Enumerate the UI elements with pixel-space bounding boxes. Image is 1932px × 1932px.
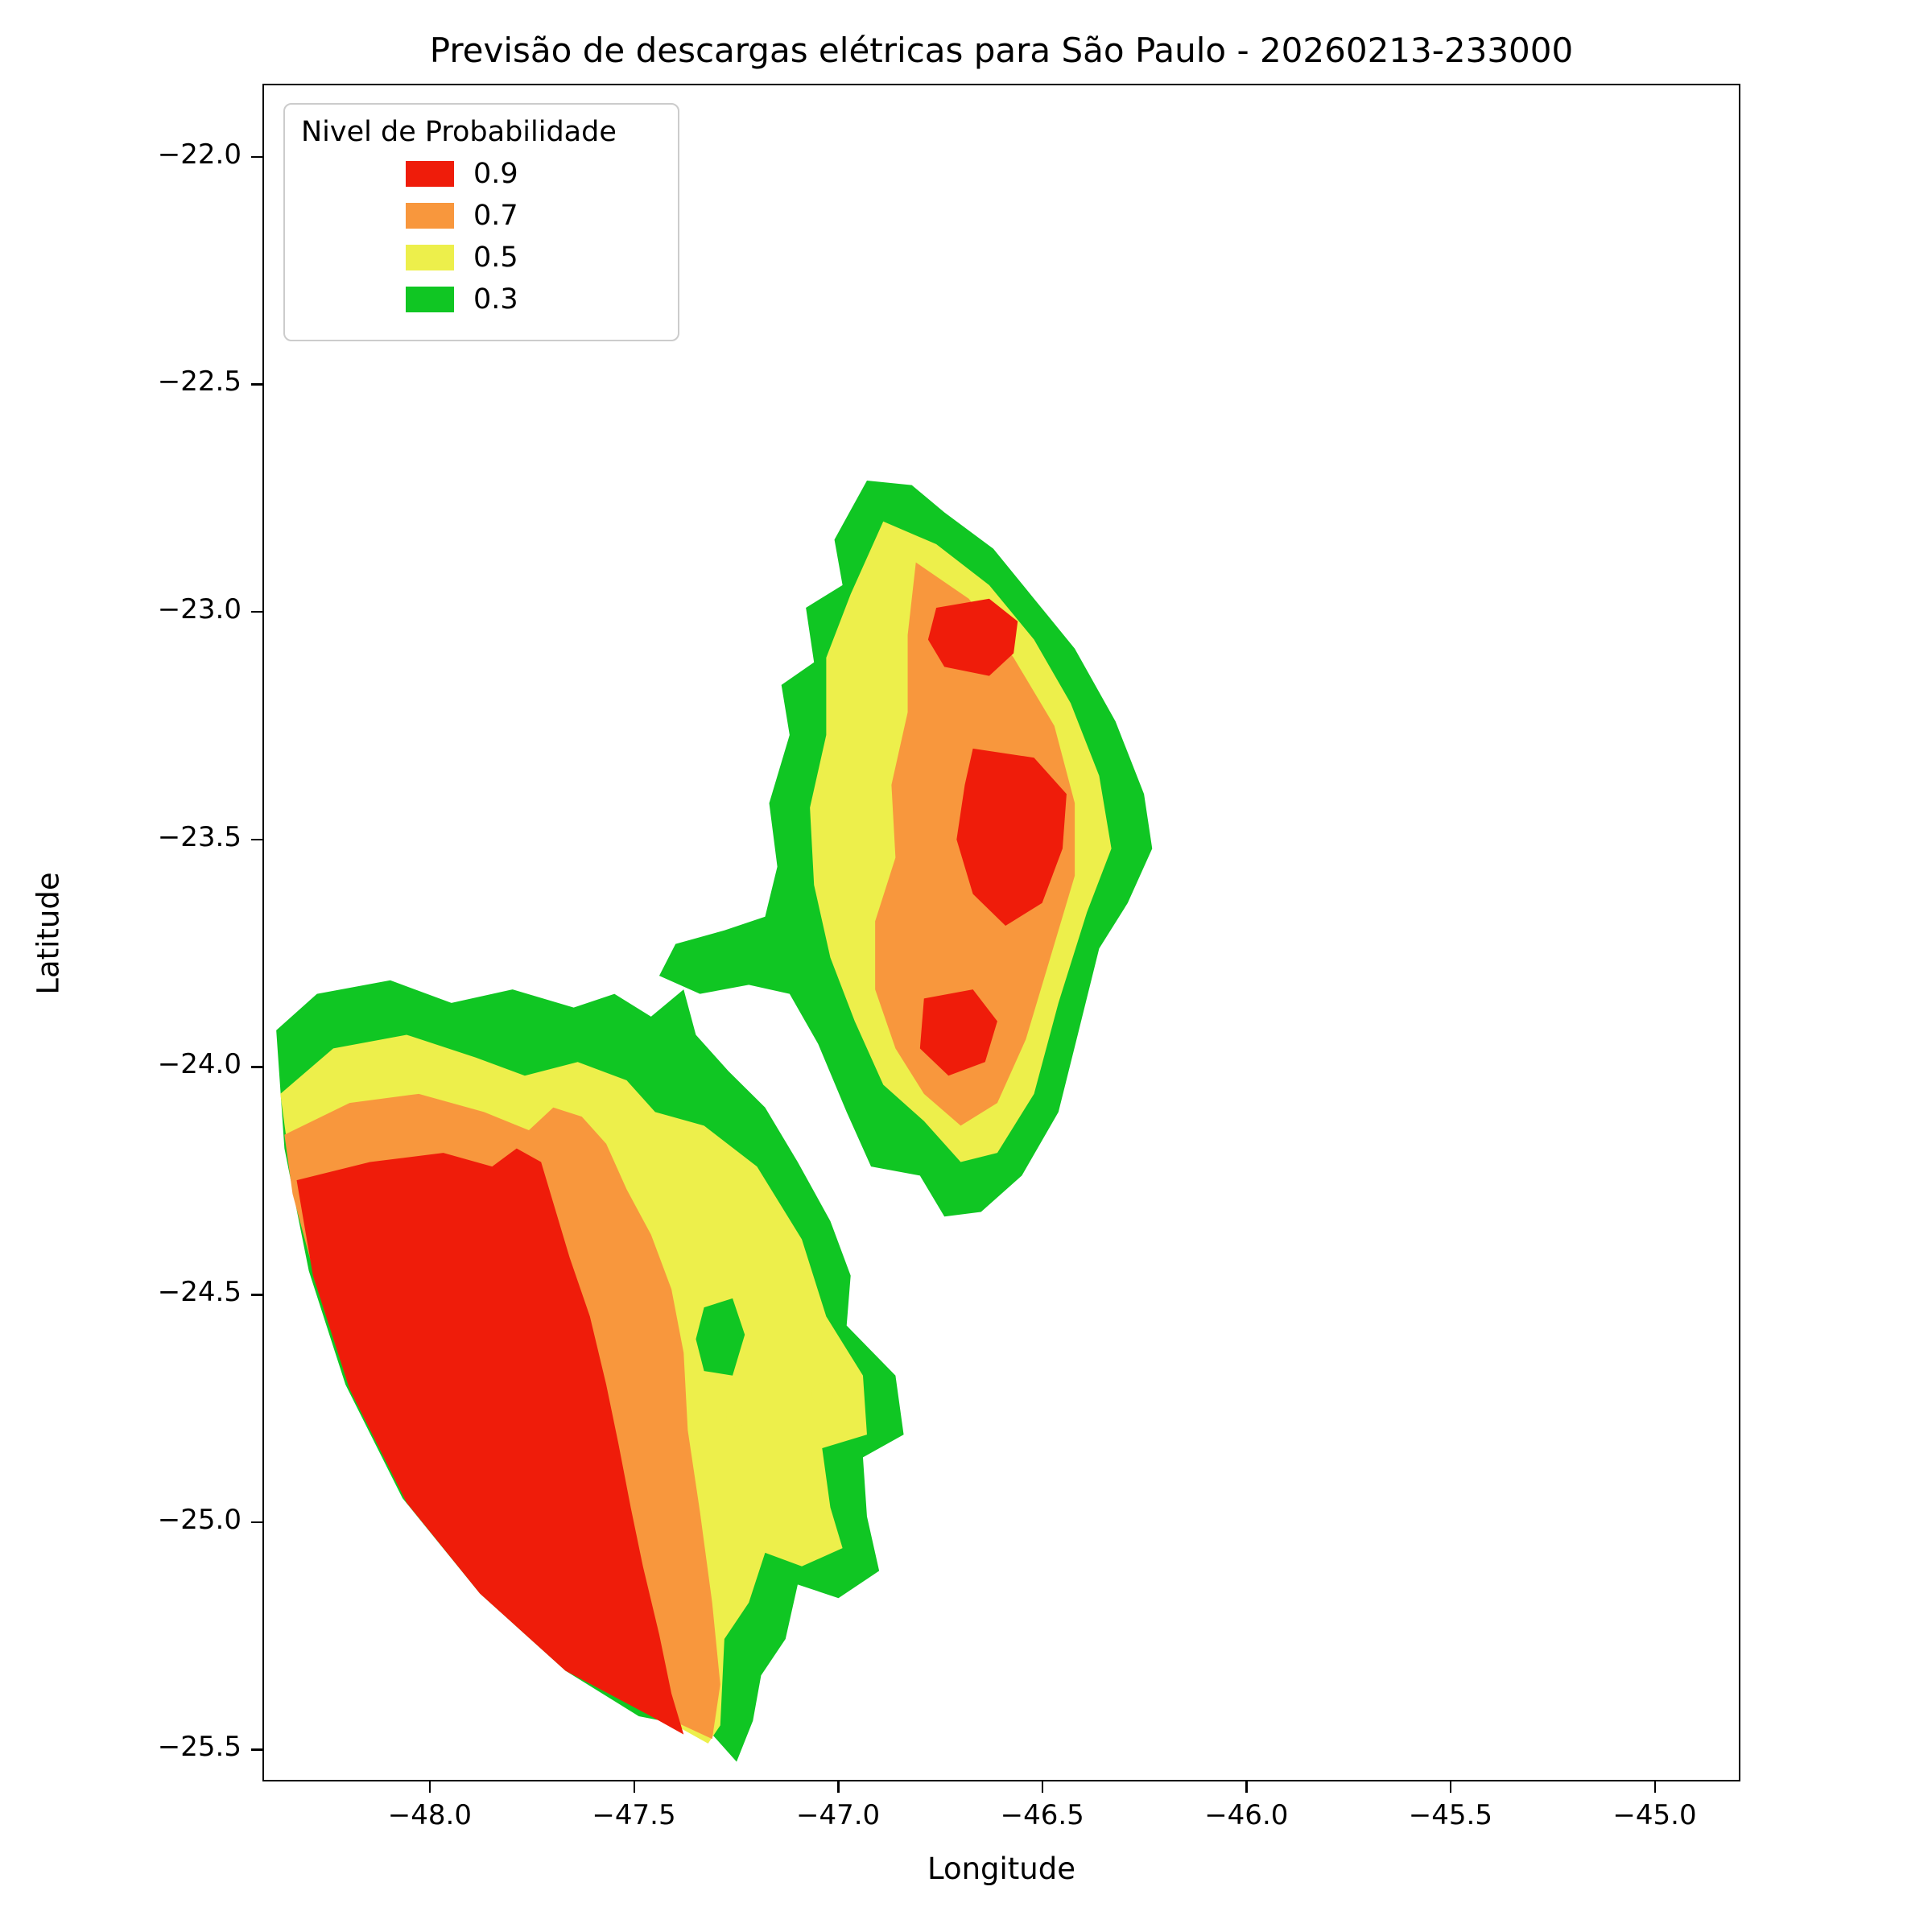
y-tick-mark [251, 1294, 262, 1296]
sw-cell-p90 [296, 1148, 684, 1735]
ne-cell-p90-south [919, 989, 997, 1076]
legend-row: 0.7 [406, 200, 655, 232]
y-tick-label: −22.0 [157, 138, 242, 171]
x-tick-label: −45.5 [1408, 1799, 1492, 1831]
legend: Nivel de Probabilidade 0.9 0.7 0.5 0.3 [283, 103, 679, 341]
legend-label: 0.7 [473, 200, 518, 232]
y-tick-label: −24.5 [157, 1276, 242, 1308]
sw-cell-p30-inner [696, 1298, 745, 1376]
x-tick-mark [837, 1781, 840, 1793]
ne-cell-p90-north [927, 598, 1018, 676]
legend-row: 0.3 [406, 283, 655, 316]
legend-row: 0.9 [406, 158, 655, 190]
legend-label: 0.3 [473, 283, 518, 316]
x-tick-mark [428, 1781, 431, 1793]
x-axis-label: Longitude [927, 1852, 1076, 1886]
legend-row: 0.5 [406, 242, 655, 274]
spot-p50-b [811, 1383, 833, 1405]
legend-swatch-0.7 [406, 203, 454, 229]
y-axis-label: Latitude [31, 872, 66, 995]
x-tick-label: −47.5 [592, 1799, 676, 1831]
x-tick-mark [1245, 1781, 1248, 1793]
y-tick-label: −25.0 [157, 1503, 242, 1536]
x-tick-mark [1041, 1781, 1044, 1793]
x-tick-label: −47.0 [795, 1799, 881, 1831]
spot-p50-a [726, 1406, 747, 1427]
y-tick-mark [251, 1066, 262, 1068]
y-tick-mark [251, 1521, 262, 1524]
legend-swatch-0.9 [406, 161, 454, 187]
y-tick-label: −23.0 [157, 592, 242, 625]
y-tick-label: −25.5 [157, 1731, 242, 1764]
y-tick-label: −22.5 [157, 365, 242, 398]
legend-label: 0.9 [473, 158, 518, 190]
x-tick-mark [633, 1781, 635, 1793]
y-tick-mark [251, 610, 262, 613]
contour-map [276, 480, 1153, 1762]
y-tick-mark [251, 838, 262, 841]
x-tick-label: −46.5 [1000, 1799, 1084, 1831]
chart-title: Previsão de descargas elétricas para São… [429, 31, 1574, 70]
y-tick-label: −24.0 [157, 1048, 242, 1081]
x-tick-label: −45.0 [1612, 1799, 1697, 1831]
y-tick-mark [251, 1748, 262, 1751]
y-tick-mark [251, 155, 262, 158]
legend-title: Nivel de Probabilidade [301, 116, 617, 148]
x-tick-mark [1653, 1781, 1656, 1793]
x-tick-label: −48.0 [387, 1799, 472, 1831]
legend-swatch-0.3 [406, 287, 454, 312]
legend-label: 0.5 [473, 242, 518, 274]
y-tick-label: −23.5 [157, 820, 242, 853]
y-tick-mark [251, 383, 262, 386]
x-tick-mark [1449, 1781, 1452, 1793]
plot-area [262, 84, 1740, 1781]
x-tick-label: −46.0 [1204, 1799, 1289, 1831]
legend-swatch-0.5 [406, 245, 454, 270]
ne-cell-p90-center [956, 748, 1067, 927]
